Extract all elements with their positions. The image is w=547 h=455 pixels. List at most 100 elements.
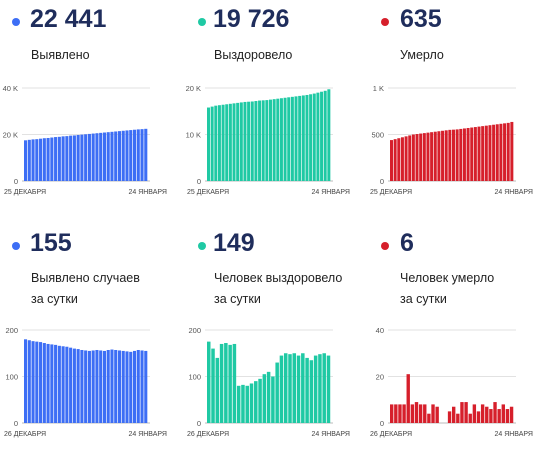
detected-daily-label-line1: Выявлено случаев xyxy=(31,271,140,285)
deaths-bullet-icon xyxy=(381,18,389,26)
detected-daily-chart: 0 100 200 26 ДЕКАБРЯ 24 ЯНВАРЯ xyxy=(4,326,167,438)
bar xyxy=(419,133,423,181)
x-end-label: 24 ЯНВАРЯ xyxy=(311,189,350,196)
bar xyxy=(91,350,95,423)
bar xyxy=(245,385,249,423)
bar xyxy=(322,353,326,423)
bar xyxy=(117,350,122,423)
y-tick-label: 20 K xyxy=(3,131,18,140)
bar xyxy=(488,125,492,181)
bar xyxy=(288,354,292,423)
bar xyxy=(296,355,301,423)
bar xyxy=(221,104,225,181)
bar xyxy=(460,402,464,423)
bar xyxy=(27,340,31,423)
bar xyxy=(509,406,514,423)
bar xyxy=(110,131,114,181)
bar xyxy=(121,350,125,423)
y-tick-label: 1 K xyxy=(373,84,384,93)
bar xyxy=(24,140,28,181)
bar xyxy=(31,341,35,423)
bar xyxy=(76,349,80,423)
recovered-total-value: 19 726 xyxy=(213,5,290,33)
x-end-label: 24 ЯНВАРЯ xyxy=(494,431,533,438)
bar xyxy=(102,350,106,423)
bar xyxy=(140,129,144,181)
panel-recovered-total: 19 726 Выздоровело 0 10 K 20 K 25 ДЕКАБРЯ 24… xyxy=(183,0,361,215)
bar xyxy=(459,128,463,181)
y-tick-label: 100 xyxy=(188,373,201,382)
bar xyxy=(444,130,448,181)
bar xyxy=(390,140,393,181)
panel-detected-daily: 155 Выявлено случаев за сутки 0 100 200 26 … xyxy=(0,225,178,455)
x-start-label: 25 ДЕКАБРЯ xyxy=(370,189,412,196)
deaths-daily-bullet-icon xyxy=(381,242,389,250)
x-start-label: 25 ДЕКАБРЯ xyxy=(187,189,229,196)
recovered-daily-label-line1: Человек выздоровело xyxy=(214,271,343,285)
recovered-total-chart: 0 10 K 20 K 25 ДЕКАБРЯ 24 ЯНВАРЯ xyxy=(186,84,350,196)
y-tick-label: 0 xyxy=(380,177,384,186)
recovered-daily-chart: 0 100 200 26 ДЕКАБРЯ 24 ЯНВАРЯ xyxy=(187,326,350,438)
bar xyxy=(87,350,91,423)
bar xyxy=(249,383,254,423)
bar xyxy=(272,99,276,181)
detected-daily-value: 155 xyxy=(30,229,72,257)
bar xyxy=(493,402,497,423)
bar xyxy=(114,131,118,181)
bar xyxy=(125,351,129,423)
bar xyxy=(466,127,470,181)
bar xyxy=(102,132,106,181)
bar xyxy=(95,133,99,181)
bar xyxy=(326,355,331,423)
bar xyxy=(125,130,129,181)
bar xyxy=(437,131,441,181)
bar xyxy=(418,404,423,423)
bar xyxy=(57,136,61,181)
bar xyxy=(485,406,489,423)
panel-recovered-daily: 149 Человек выздоровело за сутки 0 100 200… xyxy=(183,225,361,455)
bar xyxy=(129,130,133,181)
bar xyxy=(406,374,410,423)
x-end-label: 24 ЯНВАРЯ xyxy=(311,431,350,438)
bar xyxy=(279,98,283,181)
bar xyxy=(228,103,232,181)
bar xyxy=(39,342,43,423)
bar xyxy=(448,129,452,181)
bar xyxy=(433,131,437,181)
bar xyxy=(472,404,477,423)
bar xyxy=(430,132,434,181)
bar xyxy=(217,105,221,181)
recovered-daily-value: 149 xyxy=(213,229,255,257)
bar xyxy=(232,343,237,423)
bar xyxy=(394,404,398,423)
bar xyxy=(84,134,88,181)
bar xyxy=(106,349,110,423)
panel-deaths-total: 635 Умерло 0 500 1 K 25 ДЕКАБРЯ 24 ЯНВАРЯ xyxy=(366,0,544,215)
bar xyxy=(129,351,133,423)
bar xyxy=(510,121,514,181)
bar xyxy=(423,404,427,423)
bar xyxy=(132,350,137,423)
bar xyxy=(91,133,95,181)
bar xyxy=(452,406,456,423)
bar xyxy=(265,100,269,181)
bar xyxy=(54,137,58,181)
detected-daily-label-line2: за сутки xyxy=(31,292,78,306)
bar xyxy=(484,125,488,181)
bar xyxy=(35,139,39,181)
bar xyxy=(301,353,305,423)
detected-total-chart: 0 20 K 40 K 25 ДЕКАБРЯ 24 ЯНВАРЯ xyxy=(3,84,167,196)
y-tick-label: 0 xyxy=(14,419,18,428)
detected-bullet-icon xyxy=(12,18,20,26)
bar xyxy=(114,349,118,423)
x-start-label: 25 ДЕКАБРЯ xyxy=(4,189,46,196)
bar xyxy=(447,411,452,423)
bar xyxy=(214,105,218,181)
bar xyxy=(228,344,232,423)
bar xyxy=(415,134,419,181)
bar xyxy=(35,341,39,423)
bar xyxy=(99,350,103,423)
bar xyxy=(393,139,397,181)
bar xyxy=(470,127,474,181)
bar xyxy=(271,376,275,423)
